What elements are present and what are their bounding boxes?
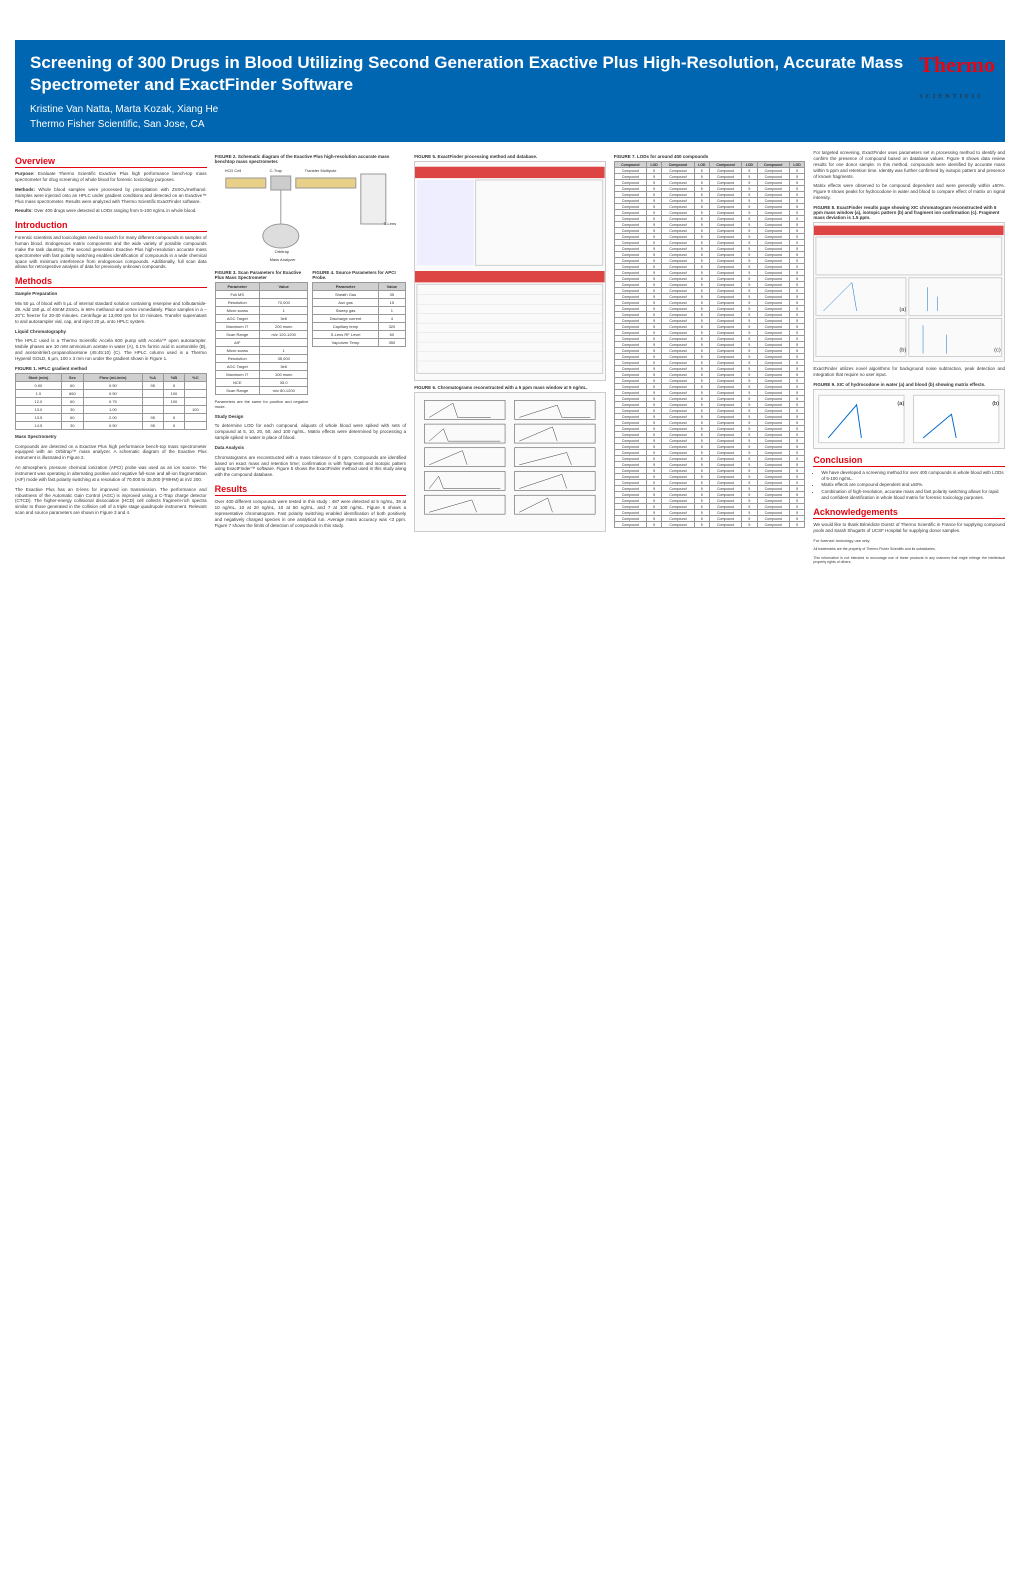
- scan-params-table: ParameterValueFull MSResolution70,000Mic…: [215, 282, 309, 395]
- results-heading: Results: [215, 484, 407, 496]
- column-2: FIGURE 2. Schematic diagram of the Exact…: [215, 150, 407, 568]
- fig7-caption: FIGURE 7. LODs for around 400 compounds: [614, 154, 806, 159]
- fig1-caption: FIGURE 1. HPLC gradient method: [15, 366, 207, 371]
- svg-text:(b): (b): [900, 348, 907, 354]
- fig8-caption: FIGURE 8. ExactFinder results page showi…: [813, 205, 1005, 220]
- ack-heading: Acknowledgements: [813, 507, 1005, 519]
- affiliation: Thermo Fisher Scientific, San Jose, CA: [30, 119, 990, 130]
- overview-methods: Whole blood samples were processed by pr…: [15, 187, 207, 204]
- instrument-diagram: HCD Cell C-Trap Transfer Multipole S-Len…: [215, 166, 407, 266]
- authors: Kristine Van Natta, Marta Kozak, Xiang H…: [30, 104, 990, 115]
- overview-heading: Overview: [15, 156, 207, 168]
- lod-table: CompoundLODCompoundLODCompoundLODCompoun…: [614, 161, 806, 528]
- svg-text:(a): (a): [900, 307, 907, 313]
- source-params-table: ParameterValueSheath Gas35Aux gas15Sweep…: [312, 282, 406, 347]
- chromatograms: [414, 392, 606, 532]
- fig4-caption: FIGURE 4. Source Parameters for APCI Pro…: [312, 270, 406, 280]
- intro-heading: Introduction: [15, 220, 207, 232]
- hplc-gradient-table: Start (min)SecFlow (mL/min)%A%B%C 0.0060…: [15, 373, 207, 430]
- thermo-logo: Thermo SCIENTIFIC: [919, 52, 995, 104]
- study-design: To determine LOD for each compound, aliq…: [215, 423, 407, 441]
- intro-text: Forensic scientists and toxicologists ne…: [15, 235, 207, 270]
- fig6-caption: FIGURE 6. Chromatograms reconstructed wi…: [414, 385, 606, 390]
- fig9-caption: FIGURE 9. XIC of hydrocodone in water (a…: [813, 382, 1005, 387]
- fig3-caption: FIGURE 3. Scan Parameters for Exactive P…: [215, 270, 309, 280]
- exactfinder-results: (a) (b) (c): [813, 222, 1005, 362]
- column-5: For targeted screening, ExactFinder uses…: [813, 150, 1005, 568]
- sample-prep: Mix 50 µL of blood with 5 µL of internal…: [15, 301, 207, 324]
- overview-results: Over 400 drugs were detected at LODs ran…: [34, 208, 196, 213]
- results-text: Over 400 different compounds were tested…: [215, 499, 407, 528]
- methods-heading: Methods: [15, 276, 207, 288]
- lc-text: The HPLC used is a Thermo Scientific Acc…: [15, 338, 207, 361]
- svg-text:(b): (b): [993, 400, 1000, 406]
- column-4: FIGURE 7. LODs for around 400 compounds …: [614, 150, 806, 568]
- svg-text:(a): (a): [898, 400, 905, 406]
- exactfinder-algo: ExactFinder utilizes novel algorithms fo…: [813, 366, 1005, 378]
- content-columns: Overview Purpose: Evaluate Thermo Scient…: [15, 150, 1005, 568]
- svg-text:(c): (c): [994, 348, 1001, 354]
- data-analysis: Chromatograms are reconstructed with a m…: [215, 455, 407, 478]
- exactfinder-screenshot: [414, 161, 606, 381]
- poster-title: Screening of 300 Drugs in Blood Utilizin…: [30, 52, 990, 96]
- matrix-effects: (a) (b): [813, 389, 1005, 449]
- overview-purpose: Evaluate Thermo Scientific Exactive Plus…: [15, 171, 207, 182]
- column-1: Overview Purpose: Evaluate Thermo Scient…: [15, 150, 207, 568]
- conclusion-list: We have developed a screening method for…: [813, 470, 1005, 501]
- poster-header: Screening of 300 Drugs in Blood Utilizin…: [15, 40, 1005, 142]
- fig2-caption: FIGURE 2. Schematic diagram of the Exact…: [215, 154, 407, 164]
- fig5-caption: FIGURE 5. ExactFinder processing method …: [414, 154, 606, 159]
- column-3: FIGURE 5. ExactFinder processing method …: [414, 150, 606, 568]
- conclusion-heading: Conclusion: [813, 455, 1005, 467]
